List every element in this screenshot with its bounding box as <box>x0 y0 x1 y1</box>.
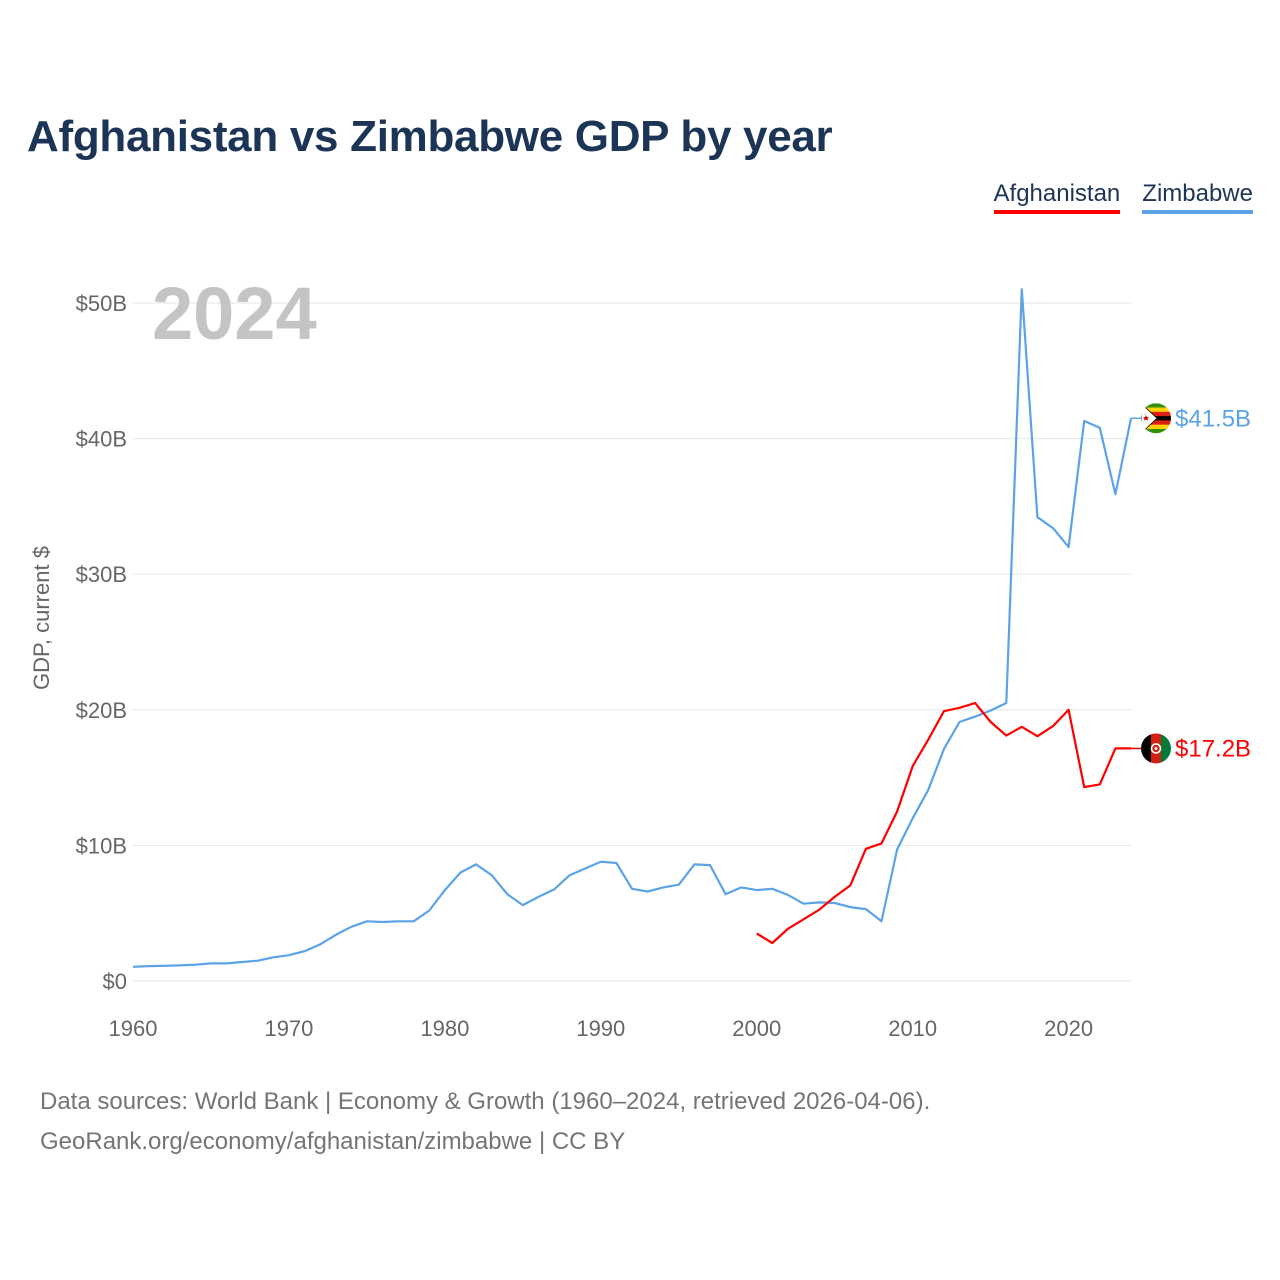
x-tick-label: 1980 <box>420 1016 469 1041</box>
chart-title: Afghanistan vs Zimbabwe GDP by year <box>27 112 833 161</box>
year-label: 2024 <box>152 272 317 355</box>
y-tick-label: $50B <box>76 291 127 316</box>
series-line-zimbabwe <box>132 288 1133 968</box>
end-label-afghanistan: $17.2B <box>1175 735 1251 762</box>
y-tick-label: $30B <box>76 562 127 587</box>
source-line-2: GeoRank.org/economy/afghanistan/zimbabwe… <box>40 1128 626 1155</box>
y-tick-label: $0 <box>103 969 127 994</box>
legend-afghanistan[interactable]: Afghanistan <box>993 180 1121 214</box>
source-note: Data sources: World Bank | Economy & Gro… <box>40 1082 930 1162</box>
series-line-afghanistan <box>756 701 1131 945</box>
x-tick-label: 1970 <box>264 1016 313 1041</box>
y-tick-label: $20B <box>76 698 127 723</box>
source-line-1: Data sources: World Bank | Economy & Gro… <box>40 1088 931 1115</box>
y-tick-label: $10B <box>76 833 127 858</box>
legend: Afghanistan Zimbabwe <box>993 180 1253 214</box>
x-tick-label: 1990 <box>576 1016 625 1041</box>
zimbabwe-flag-icon <box>1141 403 1171 434</box>
afghanistan-flag-icon <box>1141 733 1171 764</box>
end-label-zimbabwe: $41.5B <box>1175 405 1251 432</box>
y-axis-label: GDP, current $ <box>29 546 54 690</box>
x-tick-label: 2010 <box>888 1016 937 1041</box>
x-tick-label: 2020 <box>1044 1016 1093 1041</box>
y-tick-label: $40B <box>76 427 127 452</box>
x-tick-label: 2000 <box>732 1016 781 1041</box>
legend-zimbabwe[interactable]: Zimbabwe <box>1142 180 1253 214</box>
x-tick-label: 1960 <box>109 1016 158 1041</box>
